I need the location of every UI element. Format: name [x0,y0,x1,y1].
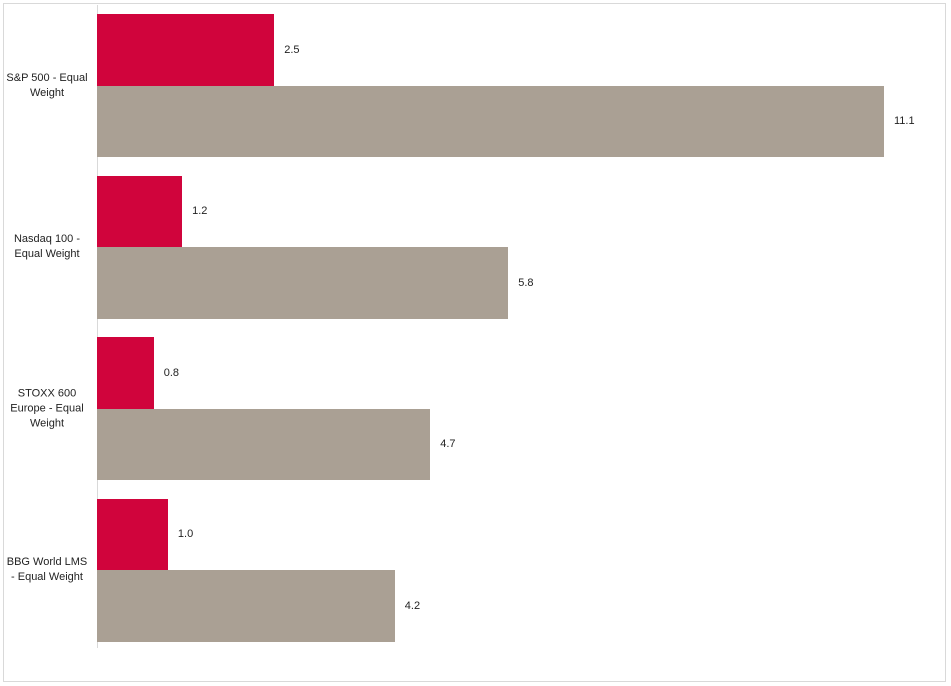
value-label: 4.2 [404,599,421,612]
bar [97,498,168,570]
bar [97,14,275,86]
bar [97,570,395,642]
value-label: 0.8 [163,366,180,379]
bar [97,337,154,409]
value-label: 5.8 [518,276,534,289]
value-label: 11.1 [894,115,915,128]
category-label: BBG World LMS - Equal Weight [6,556,88,583]
value-label: 4.7 [440,438,456,451]
category-label: S&P 500 - Equal Weight [6,71,88,99]
bar [97,408,431,480]
value-label: 1.2 [192,205,208,218]
chart-frame [3,3,946,682]
category-label: STOXX 600 Europe - Equal Weight [10,387,84,429]
category-axis [97,5,98,648]
bar [97,85,884,157]
category-label: Nasdaq 100 - Equal Weight [13,233,81,260]
bar [97,175,183,247]
value-label: 1.0 [177,528,194,541]
bar [97,247,509,319]
value-label: 2.5 [284,43,300,56]
